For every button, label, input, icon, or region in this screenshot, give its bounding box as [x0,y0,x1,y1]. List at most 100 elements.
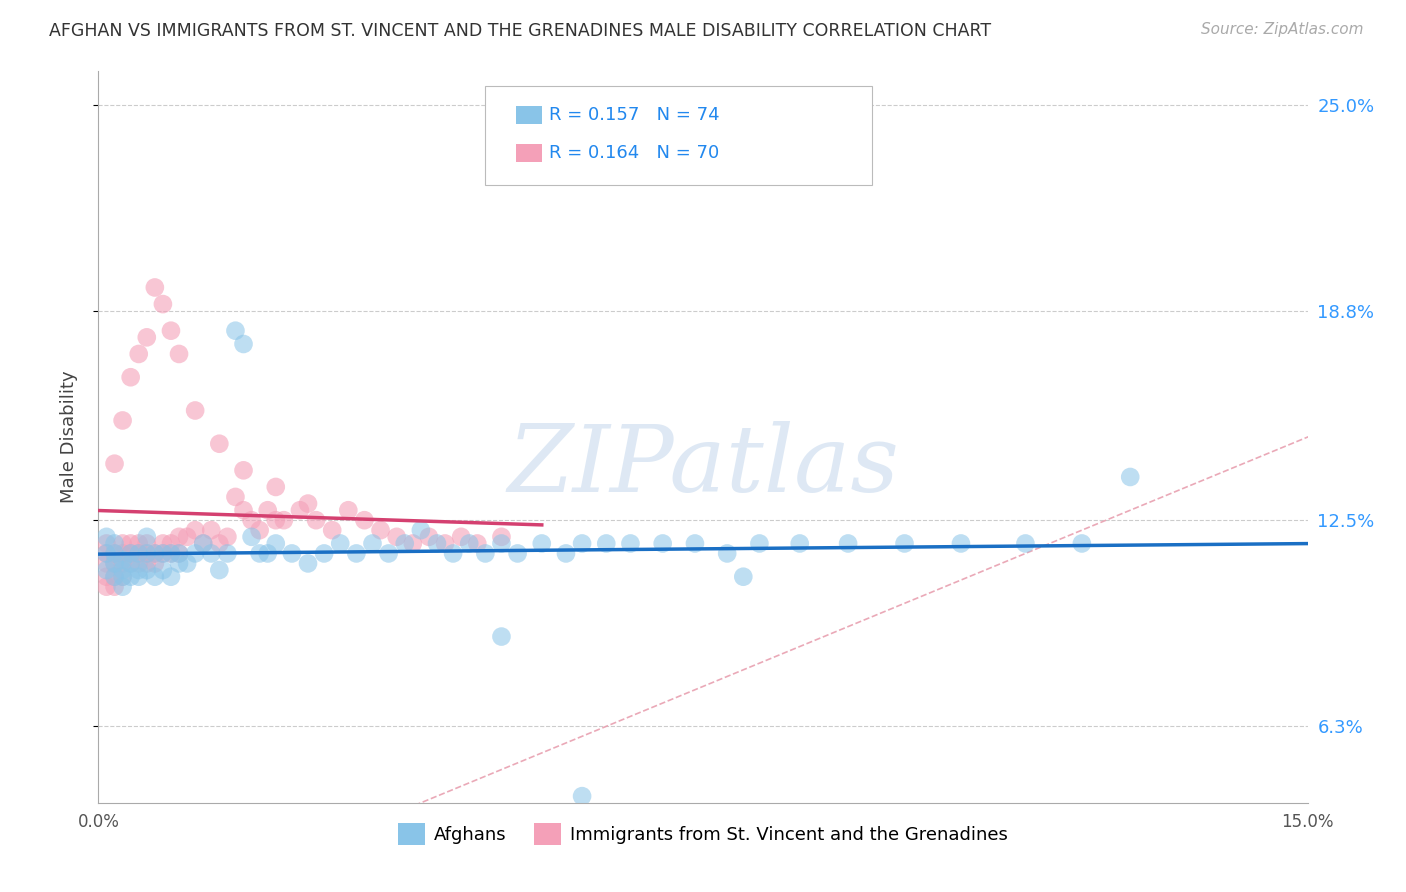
Point [176,530,198,544]
Point [458,536,481,550]
Point [111,553,134,567]
Point [1070,536,1092,550]
Legend: Afghans, Immigrants from St. Vincent and the Grenadines: Afghans, Immigrants from St. Vincent and… [391,816,1015,852]
Point [232,337,254,351]
Point [128,563,150,577]
Point [111,557,134,571]
Point [167,347,190,361]
Point [305,513,328,527]
Point [200,523,222,537]
Text: Source: ZipAtlas.com: Source: ZipAtlas.com [1201,22,1364,37]
Point [619,536,641,550]
Point [120,557,142,571]
Point [152,297,174,311]
Point [434,536,457,550]
Point [409,523,432,537]
Point [402,536,425,550]
Point [491,536,513,550]
Point [128,536,150,550]
Point [733,570,755,584]
Point [418,530,440,544]
Point [240,530,263,544]
Point [474,546,496,560]
Point [232,463,254,477]
Point [152,563,174,577]
Point [120,570,142,584]
Point [143,546,166,560]
Point [143,557,166,571]
Point [1014,536,1036,550]
Point [491,530,513,544]
Point [224,490,246,504]
Point [160,570,183,584]
Point [217,546,239,560]
Point [344,546,367,560]
Point [120,546,142,560]
Point [530,536,553,550]
Point [128,546,150,560]
Point [385,530,408,544]
FancyBboxPatch shape [485,86,872,185]
Point [96,530,118,544]
Point [103,557,125,571]
Y-axis label: Male Disability: Male Disability [59,371,77,503]
Point [893,536,915,550]
Point [240,513,263,527]
Point [135,557,157,571]
Point [555,546,578,560]
Point [103,457,125,471]
Point [321,523,343,537]
Point [128,546,150,560]
Point [160,546,183,560]
Point [314,546,336,560]
Point [103,546,125,560]
Point [128,347,150,361]
Point [184,546,207,560]
Point [837,536,859,550]
Point [441,546,464,560]
Point [135,530,157,544]
Point [167,530,190,544]
Point [96,536,118,550]
Point [143,546,166,560]
Point [716,546,738,560]
Point [111,563,134,577]
Point [353,513,375,527]
Point [103,557,125,571]
Text: R = 0.157   N = 74: R = 0.157 N = 74 [550,106,720,124]
Point [160,536,183,550]
FancyBboxPatch shape [516,106,543,124]
Point [224,324,246,338]
Point [193,536,215,550]
FancyBboxPatch shape [516,144,543,162]
Point [450,530,472,544]
Point [120,557,142,571]
Point [571,789,593,804]
Point [651,536,673,550]
Point [135,536,157,550]
Point [111,546,134,560]
Point [103,536,125,550]
Point [273,513,295,527]
Point [152,546,174,560]
Point [160,324,183,338]
Point [96,563,118,577]
Point [217,530,239,544]
Point [377,546,399,560]
Text: ZIPatlas: ZIPatlas [508,421,898,511]
Point [96,570,118,584]
Point [264,536,287,550]
Point [184,403,207,417]
Point [103,570,125,584]
Point [160,546,183,560]
Point [949,536,972,550]
Point [595,536,617,550]
Point [297,557,319,571]
Point [120,546,142,560]
Point [571,536,593,550]
Point [135,563,157,577]
Point [683,536,706,550]
Point [128,557,150,571]
Point [128,570,150,584]
Point [465,536,488,550]
